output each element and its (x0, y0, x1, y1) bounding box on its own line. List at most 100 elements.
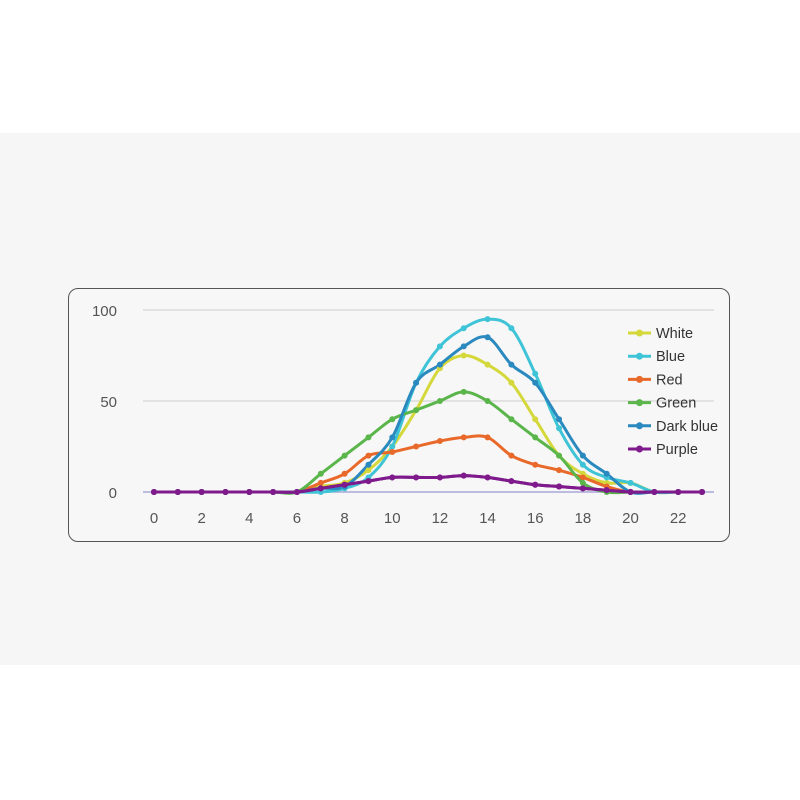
x-tick-label: 4 (245, 510, 253, 527)
data-point-green (389, 416, 396, 423)
data-point-purple (365, 478, 372, 485)
data-point-dark-blue (413, 379, 420, 386)
x-tick-label: 6 (293, 510, 301, 527)
data-point-blue (484, 316, 491, 323)
data-point-red (317, 479, 324, 486)
data-point-red (341, 470, 348, 477)
data-point-green (365, 434, 372, 441)
data-point-purple (246, 489, 253, 495)
data-point-purple (222, 489, 229, 495)
data-point-red (389, 448, 396, 455)
legend-item-red: Red (628, 372, 683, 388)
legend-swatch-marker (636, 445, 643, 453)
data-point-green (579, 479, 586, 486)
y-tick-label: 100 (92, 303, 117, 320)
data-point-green (508, 416, 515, 423)
data-point-blue (460, 325, 467, 332)
data-point-purple (436, 474, 443, 481)
x-tick-label: 22 (670, 510, 687, 527)
data-point-purple (508, 478, 515, 485)
legend-swatch-marker (636, 399, 643, 407)
series-lines (152, 317, 704, 495)
legend-item-green: Green (628, 396, 696, 412)
series-line-white (152, 353, 704, 495)
data-point-purple (151, 489, 157, 495)
x-tick-label: 14 (479, 510, 496, 527)
data-point-purple (556, 483, 563, 490)
data-point-red (508, 452, 515, 459)
grid-lines (143, 309, 714, 493)
data-point-dark-blue (460, 343, 467, 350)
data-point-dark-blue (579, 452, 586, 459)
data-point-purple (579, 485, 586, 492)
legend-label: Purple (656, 442, 698, 458)
legend: White Blue Red Green Dark blue Purple (628, 326, 718, 458)
legend-label: White (656, 326, 693, 342)
data-point-purple (675, 489, 682, 495)
data-point-dark-blue (603, 470, 610, 477)
legend-label: Green (656, 396, 696, 412)
data-point-blue (579, 461, 586, 468)
y-axis-ticks: 0 50 100 (92, 303, 117, 502)
data-point-purple (413, 474, 420, 481)
data-point-green (341, 452, 348, 459)
data-point-purple (198, 489, 205, 495)
data-point-purple (174, 489, 181, 495)
data-point-purple (389, 474, 396, 481)
legend-swatch-marker (636, 329, 643, 337)
x-tick-label: 18 (575, 510, 592, 527)
x-axis-ticks: 0 2 4 6 8 10 12 14 16 18 20 22 (150, 510, 687, 527)
data-point-green (460, 388, 467, 395)
data-point-white (508, 379, 515, 386)
data-point-purple (651, 489, 658, 495)
data-point-green (413, 407, 420, 414)
legend-swatch-marker (636, 422, 643, 430)
data-point-purple (532, 481, 539, 488)
data-point-purple (699, 489, 705, 495)
data-point-green (556, 452, 563, 459)
data-point-dark-blue (508, 361, 515, 368)
data-point-purple (341, 481, 348, 488)
legend-swatch-marker (636, 352, 643, 360)
data-point-white (460, 352, 467, 359)
data-point-purple (270, 489, 277, 495)
data-point-green (532, 434, 539, 441)
data-point-green (317, 470, 324, 477)
data-point-red (436, 438, 443, 445)
data-point-dark-blue (484, 334, 491, 341)
x-tick-label: 0 (150, 510, 158, 527)
legend-label: Blue (656, 349, 685, 365)
legend-item-white: White (628, 326, 693, 342)
x-tick-label: 8 (340, 510, 348, 527)
data-point-red (556, 467, 563, 474)
data-point-red (460, 434, 467, 441)
x-tick-label: 10 (384, 510, 401, 527)
x-tick-label: 20 (622, 510, 639, 527)
legend-item-purple: Purple (628, 442, 698, 458)
data-point-dark-blue (389, 434, 396, 441)
data-point-green (484, 398, 491, 404)
data-point-white (365, 467, 372, 474)
data-point-blue (389, 443, 396, 450)
legend-label: Dark blue (656, 419, 718, 435)
data-point-white (484, 361, 491, 368)
data-point-blue (556, 425, 563, 432)
data-point-red (532, 461, 539, 468)
y-tick-label: 0 (109, 485, 117, 502)
data-point-blue (532, 370, 539, 377)
data-point-red (413, 443, 420, 450)
legend-item-blue: Blue (628, 349, 685, 365)
x-tick-label: 12 (432, 510, 449, 527)
data-point-white (532, 416, 539, 423)
data-point-dark-blue (365, 461, 372, 468)
data-point-dark-blue (532, 379, 539, 386)
x-tick-label: 2 (197, 510, 205, 527)
data-point-red (579, 474, 586, 481)
legend-swatch-marker (636, 375, 643, 383)
data-point-purple (603, 487, 610, 494)
data-point-purple (484, 474, 491, 481)
x-tick-label: 16 (527, 510, 544, 527)
legend-label: Red (656, 372, 683, 388)
data-point-green (436, 398, 443, 404)
